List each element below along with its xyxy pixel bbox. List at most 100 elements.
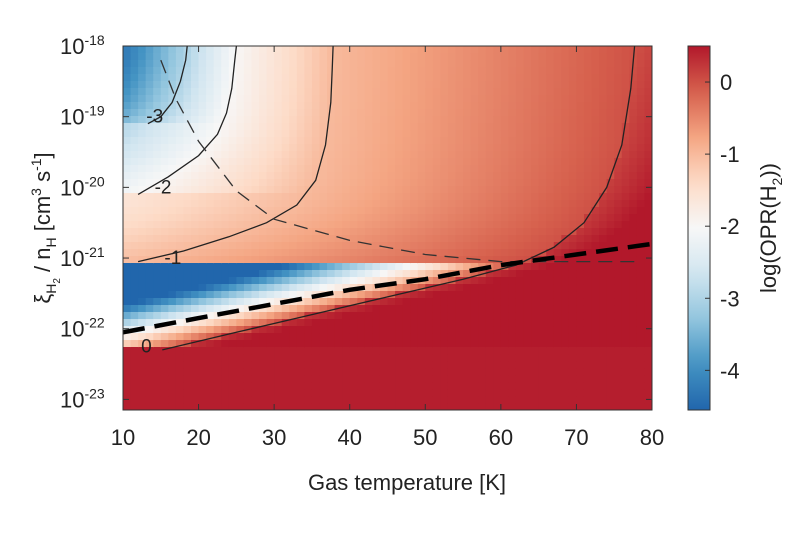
- heatmap-cell: [379, 74, 389, 82]
- heatmap-cell: [160, 228, 170, 236]
- heatmap-cell: [213, 81, 222, 89]
- heatmap-cell: [160, 88, 170, 96]
- heatmap-cell: [289, 179, 298, 187]
- heatmap-cell: [629, 284, 638, 292]
- heatmap-cell: [123, 270, 132, 278]
- heatmap-cell: [455, 214, 464, 222]
- heatmap-cell: [478, 95, 487, 103]
- heatmap-cell: [425, 60, 434, 68]
- heatmap-cell: [327, 228, 336, 236]
- heatmap-cell: [636, 235, 646, 243]
- heatmap-cell: [553, 95, 563, 103]
- heatmap-cell: [183, 284, 192, 292]
- heatmap-cell: [417, 109, 426, 117]
- heatmap-cell: [629, 158, 638, 166]
- heatmap-cell: [296, 60, 306, 68]
- heatmap-cell: [538, 277, 547, 285]
- heatmap-cell: [123, 235, 132, 243]
- heatmap-cell: [334, 263, 343, 271]
- heatmap-cell: [546, 151, 555, 159]
- heatmap-cell: [531, 242, 540, 250]
- heatmap-cell: [372, 270, 381, 278]
- heatmap-cell: [591, 249, 600, 257]
- heatmap-cell: [636, 368, 646, 376]
- heatmap-cell: [515, 382, 525, 390]
- heatmap-cell: [470, 151, 479, 159]
- heatmap-cell: [266, 319, 275, 327]
- heatmap-cell: [614, 256, 623, 264]
- heatmap-cell: [508, 172, 517, 180]
- heatmap-cell: [130, 277, 139, 285]
- heatmap-cell: [213, 116, 222, 124]
- heatmap-cell: [591, 263, 600, 271]
- heatmap-cell: [425, 53, 434, 61]
- heatmap-cell: [221, 207, 230, 215]
- contour-labels: -3-2-10: [141, 107, 181, 358]
- heatmap-cell: [145, 74, 154, 82]
- heatmap-cell: [145, 375, 154, 383]
- heatmap-cell: [138, 375, 147, 383]
- heatmap-cell: [395, 333, 404, 341]
- heatmap-cell: [334, 193, 343, 201]
- heatmap-cell: [546, 193, 555, 201]
- heatmap-cell: [387, 228, 396, 236]
- heatmap-cell: [500, 263, 510, 271]
- heatmap-cell: [432, 389, 442, 397]
- heatmap-cell: [636, 284, 646, 292]
- heatmap-cell: [508, 277, 517, 285]
- heatmap-cell: [523, 179, 532, 187]
- heatmap-cell: [281, 291, 290, 299]
- heatmap-cell: [621, 137, 631, 145]
- heatmap-cell: [334, 298, 343, 306]
- heatmap-cell: [606, 214, 615, 222]
- heatmap-cell: [478, 333, 487, 341]
- heatmap-cell: [228, 214, 238, 222]
- heatmap-cell: [500, 305, 510, 313]
- heatmap-cell: [357, 137, 366, 145]
- heatmap-cell: [228, 270, 238, 278]
- heatmap-cell: [123, 88, 132, 96]
- heatmap-cell: [160, 403, 170, 410]
- heatmap-cell: [327, 270, 336, 278]
- heatmap-cell: [357, 235, 366, 243]
- heatmap-cell: [228, 396, 238, 404]
- heatmap-cell: [342, 270, 351, 278]
- heatmap-cell: [357, 130, 366, 138]
- heatmap-cell: [523, 214, 532, 222]
- heatmap-cell: [470, 165, 479, 173]
- heatmap-cell: [599, 221, 608, 229]
- heatmap-cell: [425, 144, 434, 152]
- heatmap-cell: [425, 270, 434, 278]
- heatmap-cell: [213, 340, 222, 348]
- heatmap-cell: [485, 81, 494, 89]
- heatmap-cell: [538, 151, 547, 159]
- heatmap-cell: [259, 200, 268, 208]
- heatmap-cell: [576, 242, 585, 250]
- heatmap-cell: [500, 179, 510, 187]
- heatmap-cell: [402, 396, 411, 404]
- heatmap-cell: [440, 221, 449, 229]
- heatmap-cell: [636, 319, 646, 327]
- heatmap-cell: [478, 354, 487, 362]
- heatmap-cell: [130, 137, 139, 145]
- heatmap-cell: [402, 291, 411, 299]
- heatmap-cell: [583, 109, 593, 117]
- heatmap-cell: [281, 116, 290, 124]
- heatmap-cell: [357, 228, 366, 236]
- heatmap-cell: [515, 375, 525, 383]
- heatmap-cell: [228, 102, 238, 110]
- heatmap-cell: [266, 305, 275, 313]
- heatmap-cell: [583, 116, 593, 124]
- heatmap-cell: [304, 67, 313, 75]
- heatmap-cell: [402, 46, 411, 54]
- heatmap-cell: [636, 179, 646, 187]
- heatmap-cell: [599, 354, 608, 362]
- heatmap-cell: [531, 354, 540, 362]
- contour-line: [137, 46, 238, 195]
- heatmap-cell: [576, 123, 585, 131]
- heatmap-cell: [455, 361, 464, 369]
- heatmap-cell: [440, 186, 449, 194]
- heatmap-cell: [183, 319, 192, 327]
- heatmap-cell: [379, 88, 389, 96]
- heatmap-cell: [153, 221, 162, 229]
